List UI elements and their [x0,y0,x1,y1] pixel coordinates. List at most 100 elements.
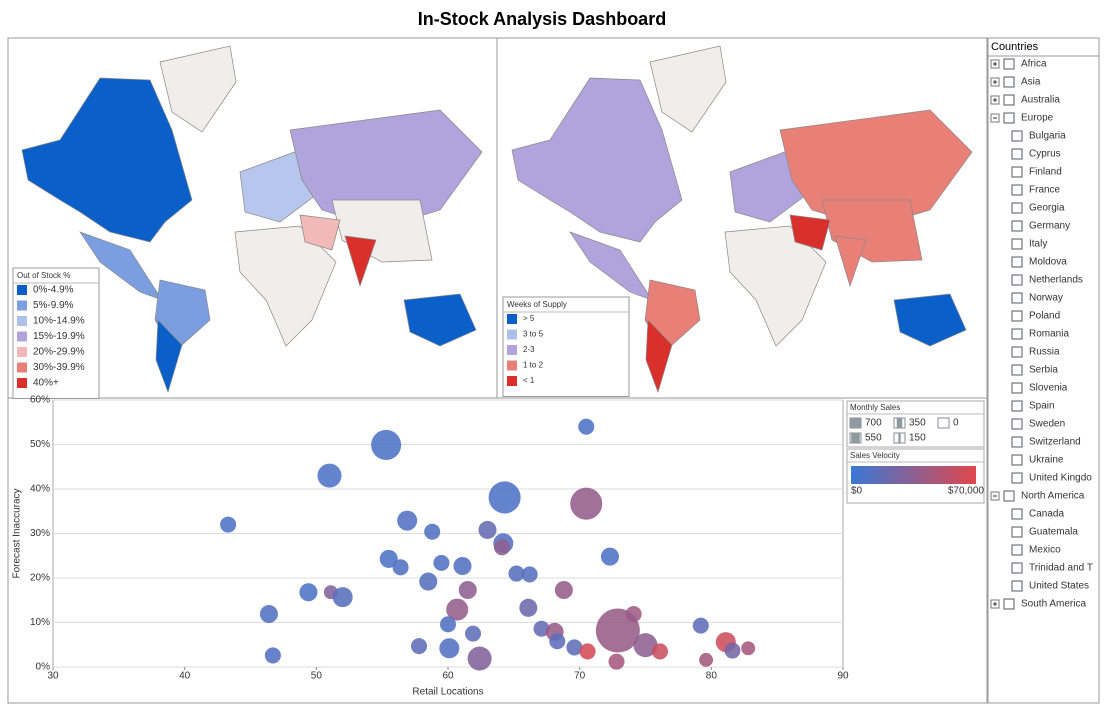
tree-group: Australia [1021,95,1060,106]
checkbox[interactable] [1011,238,1023,250]
checkbox[interactable] [1011,508,1023,520]
legend-swatch [17,378,27,388]
tree-group: Asia [1021,77,1041,88]
checkbox[interactable] [1011,184,1023,196]
checkbox[interactable] [1011,544,1023,556]
checkbox[interactable] [1011,526,1023,538]
y-tick-label: 50% [30,439,50,450]
size-icon [937,417,950,429]
y-tick-label: 30% [30,528,50,539]
tree-item: Finland [1029,167,1062,178]
legend-swatch [17,285,27,295]
bubble [579,643,596,660]
bubble [699,652,714,667]
checkbox[interactable] [1011,328,1023,340]
bubble [379,549,398,568]
bubble [220,516,237,533]
size-icon-fill [850,418,861,428]
y-tick-label: 60% [30,395,50,406]
legend-swatch [507,314,517,324]
color-min-label: $0 [851,486,863,497]
checkbox[interactable] [1011,220,1023,232]
bubble [570,487,603,520]
checkbox[interactable] [1003,490,1015,502]
bubble [411,638,428,655]
tree-item: Moldova [1029,257,1067,268]
tree-title: Countries [991,41,1039,53]
y-tick-label: 0% [36,662,51,673]
bubble [595,608,640,653]
checkbox[interactable] [1011,148,1023,160]
y-tick-label: 20% [30,573,50,584]
checkbox[interactable] [1011,292,1023,304]
checkbox[interactable] [1011,256,1023,268]
color-max-label: $70,000 [948,486,985,497]
bubble [600,547,619,566]
checkbox[interactable] [1011,364,1023,376]
checkbox[interactable] [1011,580,1023,592]
legend-swatch [17,316,27,326]
bubble [478,520,497,539]
size-label: 0 [953,418,959,429]
checkbox[interactable] [1011,346,1023,358]
checkbox[interactable] [1011,382,1023,394]
x-tick-label: 60 [442,671,454,682]
legend-swatch [507,329,517,340]
checkbox[interactable] [1003,76,1015,88]
checkbox[interactable] [1003,112,1015,124]
tree-item: Slovenia [1029,383,1068,394]
bubble [392,559,409,576]
checkbox[interactable] [1011,454,1023,466]
checkbox[interactable] [1011,418,1023,430]
color-ramp [851,466,976,484]
tree-item: France [1029,185,1061,196]
legend-swatch [17,331,27,342]
bubble [508,565,525,582]
legend-title: Sales Velocity [850,451,900,460]
bubble [433,554,450,571]
legend-label: 40%+ [33,378,59,389]
y-tick-label: 10% [30,617,50,628]
tree-item: Netherlands [1029,275,1083,286]
bubble [533,620,550,637]
checkbox[interactable] [1003,598,1015,610]
size-label: 700 [865,418,882,429]
tree-item: Norway [1029,293,1063,304]
checkbox[interactable] [1011,472,1023,484]
legend-label: < 1 [523,376,535,385]
bubble [467,646,492,671]
checkbox[interactable] [1011,562,1023,574]
legend-swatch [507,376,517,386]
checkbox[interactable] [1011,130,1023,142]
bubble [317,463,342,488]
checkbox[interactable] [1011,400,1023,412]
x-axis-label: Retail Locations [412,687,483,698]
checkbox[interactable] [1011,274,1023,286]
bubble [741,641,756,656]
bubble [439,616,457,633]
checkbox[interactable] [1003,58,1015,70]
legend-label: > 5 [523,314,535,323]
bubble [724,642,741,659]
bubble [371,429,402,460]
checkbox[interactable] [1011,166,1023,178]
y-tick-label: 40% [30,484,50,495]
checkbox[interactable] [1011,202,1023,214]
legend-box [502,296,630,397]
checkbox[interactable] [1011,436,1023,448]
tree-item: Georgia [1029,203,1065,214]
bubble [264,647,281,664]
bubble [464,625,482,642]
size-icon-fill [851,433,860,443]
bubble [651,643,669,660]
tree-group: South America [1021,599,1086,610]
legend-label: 15%-19.9% [33,331,85,342]
tree-group: Europe [1021,113,1054,124]
x-tick-label: 40 [179,671,191,682]
legend-label: 1 to 2 [523,361,544,370]
bubble [608,653,625,670]
legend-label: 3 to 5 [523,330,544,339]
checkbox[interactable] [1003,94,1015,106]
checkbox[interactable] [1011,310,1023,322]
bubble [488,481,521,514]
